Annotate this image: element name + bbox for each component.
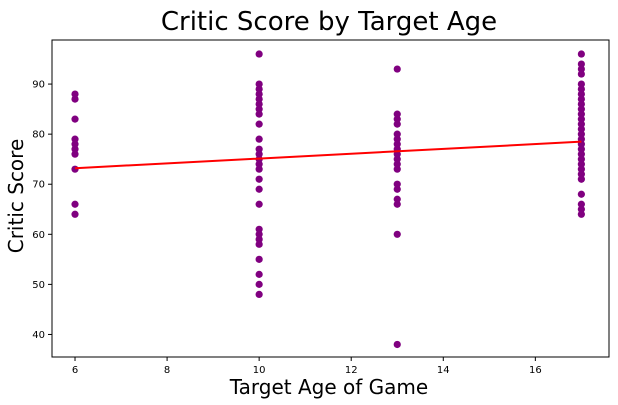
y-tick-label: 80 — [32, 130, 45, 141]
data-point — [577, 160, 585, 168]
data-point — [71, 90, 79, 98]
data-point — [255, 135, 263, 143]
plot-frame — [51, 39, 610, 358]
data-point — [577, 85, 585, 93]
data-point — [255, 150, 263, 158]
data-point — [393, 180, 401, 188]
data-point — [255, 160, 263, 168]
data-point — [577, 190, 585, 198]
data-point — [393, 195, 401, 203]
data-point — [577, 150, 585, 158]
data-point — [393, 165, 401, 173]
data-point — [71, 145, 79, 153]
data-point — [393, 200, 401, 208]
data-point — [255, 270, 263, 278]
data-point — [255, 230, 263, 238]
data-point — [577, 80, 585, 88]
data-point — [255, 145, 263, 153]
data-point — [255, 105, 263, 113]
data-point — [577, 205, 585, 213]
data-point — [255, 165, 263, 173]
data-point — [255, 175, 263, 183]
data-point — [255, 110, 263, 118]
data-point — [255, 90, 263, 98]
data-point — [71, 135, 79, 143]
data-point — [393, 65, 401, 73]
data-point — [577, 115, 585, 123]
data-point — [393, 120, 401, 128]
data-point — [577, 50, 585, 58]
data-point — [393, 185, 401, 193]
x-tick-label: 8 — [164, 365, 170, 376]
chart-title: Critic Score by Target Age — [161, 7, 497, 37]
data-point — [71, 140, 79, 148]
data-point — [255, 255, 263, 263]
data-point — [393, 130, 401, 138]
data-point — [577, 130, 585, 138]
x-tick-label: 10 — [253, 365, 266, 376]
x-tick-label: 6 — [72, 365, 78, 376]
data-point — [255, 240, 263, 248]
y-tick-label: 60 — [32, 230, 45, 241]
data-point — [577, 200, 585, 208]
data-point — [255, 200, 263, 208]
y-tick-label: 70 — [32, 180, 45, 191]
plot-area: 6 8 10 12 14 16 40 50 60 70 80 90 — [32, 39, 610, 376]
data-point — [577, 125, 585, 133]
data-point — [577, 145, 585, 153]
data-point — [255, 235, 263, 243]
data-point — [255, 100, 263, 108]
data-point — [577, 155, 585, 163]
data-point — [255, 225, 263, 233]
data-point — [255, 50, 263, 58]
data-point — [71, 95, 79, 103]
data-point — [255, 80, 263, 88]
data-point — [393, 340, 401, 349]
trend-line — [74, 140, 582, 170]
data-point — [577, 175, 585, 183]
data-point — [577, 120, 585, 128]
data-point — [577, 60, 585, 68]
data-point — [255, 120, 263, 128]
data-point — [393, 140, 401, 148]
y-axis-label: Critic Score — [4, 139, 28, 254]
data-point — [71, 150, 79, 158]
data-point — [577, 165, 585, 173]
data-point — [577, 90, 585, 98]
data-point — [577, 95, 585, 103]
data-point — [71, 115, 79, 123]
x-tick-label: 16 — [529, 365, 542, 376]
data-point — [577, 170, 585, 178]
data-point — [71, 210, 79, 218]
data-point — [393, 230, 401, 238]
x-tick-label: 14 — [437, 365, 450, 376]
data-point — [577, 65, 585, 73]
x-axis-label: Target Age of Game — [229, 375, 428, 399]
data-point — [71, 200, 79, 208]
data-point — [393, 155, 401, 163]
data-point — [255, 85, 263, 93]
x-tick-label: 12 — [345, 365, 358, 376]
data-point — [255, 280, 263, 288]
y-tick-label: 90 — [32, 80, 45, 91]
data-point — [255, 185, 263, 193]
data-point — [393, 135, 401, 143]
data-point — [577, 70, 585, 78]
data-point — [255, 290, 263, 299]
data-point — [255, 95, 263, 103]
data-point — [71, 165, 79, 173]
data-point — [577, 105, 585, 113]
y-tick-label: 50 — [32, 280, 45, 291]
data-point — [393, 160, 401, 168]
data-point — [393, 115, 401, 123]
data-point — [393, 110, 401, 118]
y-tick-label: 40 — [32, 330, 45, 341]
data-point — [577, 100, 585, 108]
data-point — [577, 210, 585, 218]
data-point — [577, 110, 585, 118]
